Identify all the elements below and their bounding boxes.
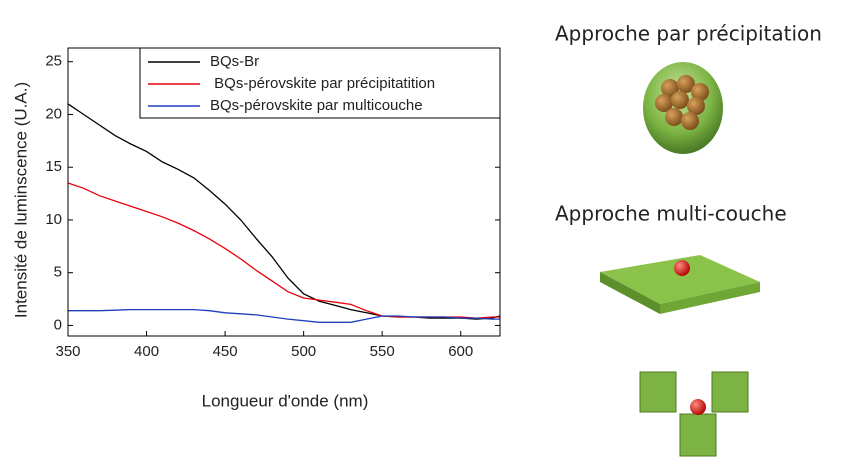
data-line [67, 103, 501, 320]
y-axis-label: Intensité de luminscence (U.A.) [11, 82, 30, 318]
x-tick-label: 350 [55, 343, 80, 360]
data-line [67, 182, 500, 319]
x-tick-label: 500 [291, 343, 316, 360]
data-line [68, 308, 500, 323]
x-axis-label: Longueur d'onde (nm) [202, 391, 369, 410]
legend-label: BQs-pérovskite par précipitatition [210, 75, 435, 92]
y-tick-label: 25 [45, 53, 62, 70]
layer-illustration [600, 255, 760, 314]
panel-title: Approche multi-couche [555, 202, 787, 226]
x-tick-label: 600 [448, 343, 473, 360]
legend-label: BQs-pérovskite par multicouche [210, 97, 423, 114]
y-tick-label: 10 [45, 211, 62, 228]
legend-label: BQs-Br [210, 53, 259, 70]
x-tick-label: 400 [134, 343, 159, 360]
y-tick-label: 5 [54, 264, 62, 281]
x-tick-label: 450 [213, 343, 238, 360]
sphere-illustration [643, 62, 723, 154]
y-tick-label: 0 [54, 316, 62, 333]
x-tick-label: 550 [370, 343, 395, 360]
y-tick-label: 15 [45, 158, 62, 175]
cubes-illustration [639, 371, 749, 457]
y-tick-label: 20 [45, 105, 62, 122]
panel-title: Approche par précipitation [555, 22, 822, 46]
